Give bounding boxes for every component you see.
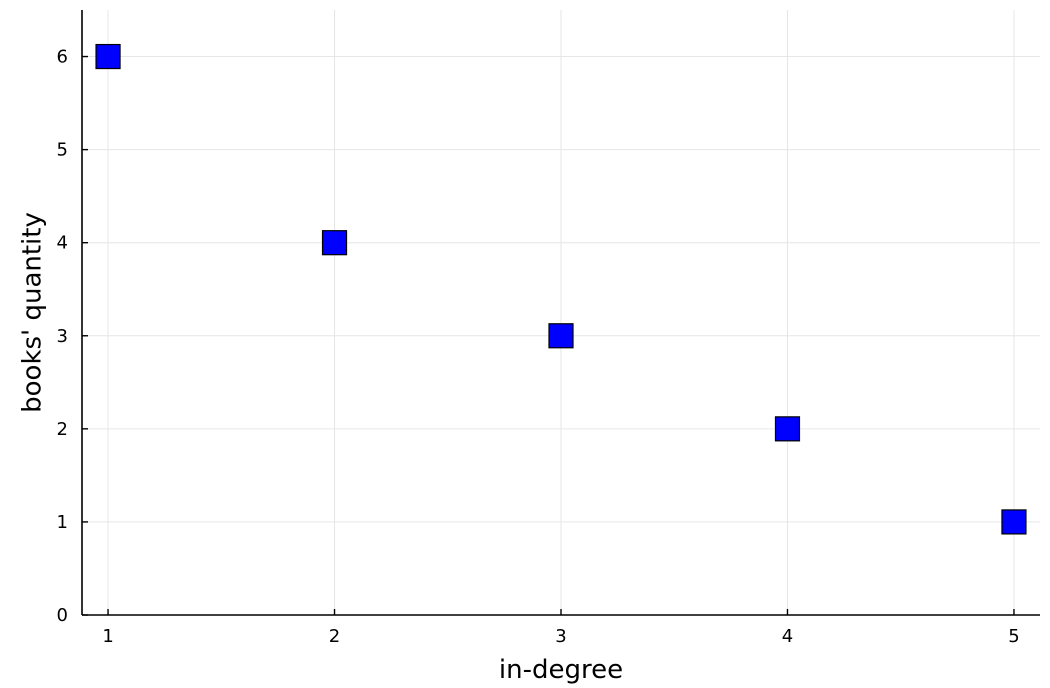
- x-tick-label: 5: [1008, 626, 1019, 647]
- y-tick-label: 3: [57, 326, 68, 347]
- y-axis-ticks: 0 1 2 3 4 5 6: [57, 47, 88, 626]
- y-tick-label: 0: [57, 605, 68, 626]
- x-tick-label: 4: [782, 626, 793, 647]
- x-tick-label: 2: [329, 626, 340, 647]
- data-point: [95, 43, 121, 70]
- x-axis-title: in-degree: [499, 655, 623, 685]
- data-point: [548, 323, 574, 349]
- data-point: [321, 230, 348, 256]
- x-axis-ticks: 1 2 3 4 5: [102, 609, 1020, 647]
- y-tick-label: 6: [57, 47, 68, 68]
- data-point: [1001, 509, 1027, 535]
- x-tick-label: 1: [102, 626, 113, 647]
- y-tick-label: 4: [57, 233, 68, 254]
- grid-lines: [82, 10, 1040, 616]
- x-tick-label: 3: [555, 626, 566, 647]
- data-points: [95, 43, 1027, 535]
- y-tick-label: 2: [57, 419, 68, 440]
- y-tick-label: 1: [57, 512, 68, 533]
- data-point: [774, 416, 801, 442]
- y-axis-title: books' quantity: [18, 212, 48, 413]
- y-tick-label: 5: [57, 140, 68, 161]
